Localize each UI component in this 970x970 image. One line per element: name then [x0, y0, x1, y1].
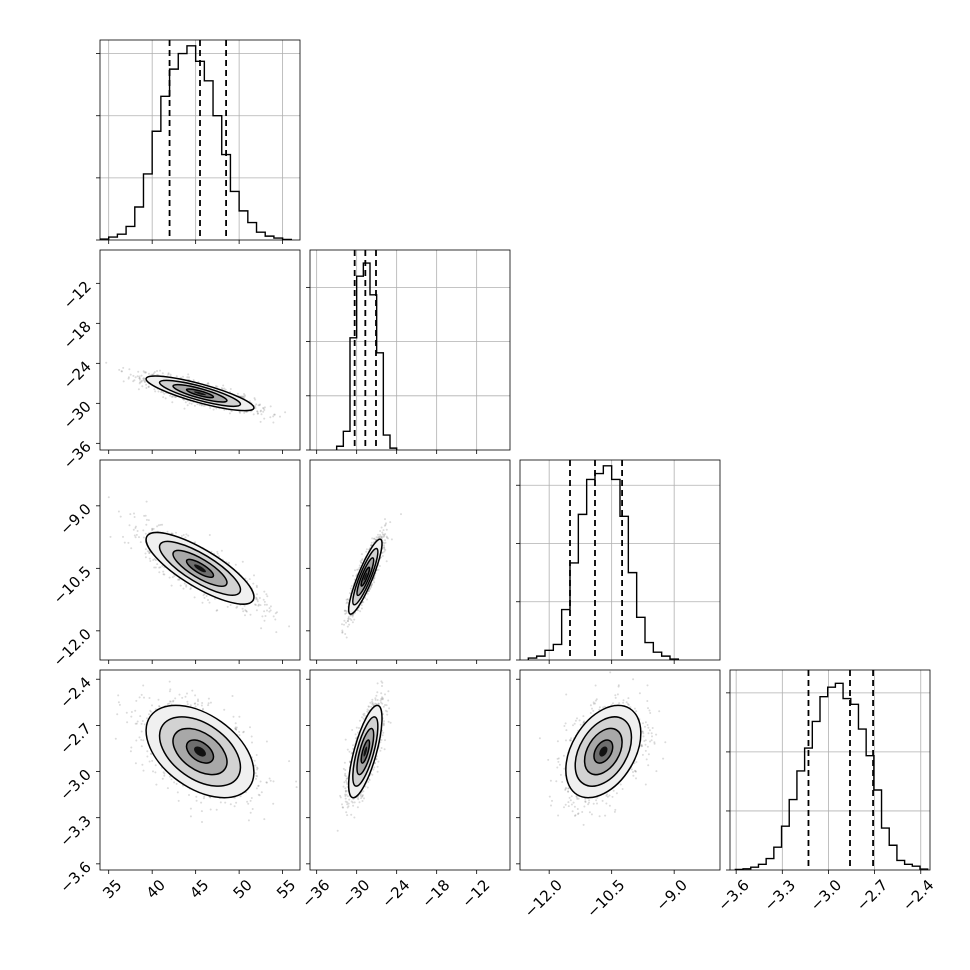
contour-line	[172, 727, 228, 776]
histogram-panel-4	[726, 669, 931, 874]
contour-line	[356, 727, 375, 776]
panel-frame	[99, 249, 301, 451]
x-tick-label: −10.5	[583, 876, 628, 921]
panel-frame	[309, 459, 511, 661]
scatter-panel-2-3	[306, 459, 511, 664]
y-tick-label: −12	[60, 277, 95, 312]
contour-line	[185, 388, 215, 399]
panel-frame	[519, 669, 721, 871]
histogram-bars	[100, 45, 293, 240]
x-tick-label: 40	[143, 876, 169, 902]
x-tick-label: 35	[99, 876, 125, 902]
y-tick-label: −36	[60, 437, 95, 472]
y-tick-label: −3.0	[56, 766, 94, 804]
scatter-panel-1-2	[96, 249, 301, 454]
contour-line	[145, 375, 255, 412]
x-tick-label: −2.7	[853, 876, 891, 914]
x-tick-label: −3.0	[807, 876, 845, 914]
contour-line	[145, 531, 255, 605]
scatter-panel-1-3	[96, 459, 301, 664]
contour-line	[145, 704, 255, 799]
scatter-panel-2-4	[306, 669, 511, 874]
x-tick-label: −9.0	[652, 876, 690, 914]
x-tick-label: −18	[418, 876, 453, 911]
panel-frame	[99, 669, 301, 871]
x-tick-label: −3.3	[761, 876, 799, 914]
y-tick-label: −10.5	[50, 562, 95, 607]
y-tick-label: −2.7	[56, 719, 94, 757]
contour-line	[593, 739, 614, 764]
contour-line	[356, 557, 375, 597]
x-tick-label: 45	[186, 876, 212, 902]
contour-line	[360, 739, 371, 764]
x-tick-label: 50	[230, 876, 256, 902]
histogram-panel-1	[96, 39, 301, 244]
scatter-panel-3-4	[516, 669, 721, 874]
contour-line	[158, 379, 242, 408]
contour-line	[172, 383, 228, 403]
x-tick-label: −12	[458, 876, 493, 911]
histogram-bars	[734, 682, 929, 870]
y-tick-label: −18	[60, 317, 95, 352]
x-tick-label: −2.4	[899, 876, 937, 914]
density-peak	[363, 572, 368, 581]
panel-frame	[99, 459, 301, 661]
histogram-bars	[335, 262, 398, 450]
y-tick-label: −3.3	[56, 812, 94, 850]
contour-line	[185, 558, 215, 579]
x-tick-label: −30	[338, 876, 373, 911]
y-tick-label: −3.6	[56, 858, 94, 896]
contour-line	[574, 716, 633, 787]
contour-line	[347, 538, 383, 615]
density-peak	[194, 746, 206, 757]
panel-frame	[309, 669, 511, 871]
density-peak	[194, 564, 206, 573]
panel-frame	[519, 459, 721, 661]
y-tick-label: −2.4	[56, 673, 94, 711]
contour-line	[352, 547, 379, 606]
density-peak	[599, 746, 608, 757]
histogram-panel-3	[516, 459, 721, 664]
y-tick-label: −30	[60, 397, 95, 432]
x-tick-label: −36	[298, 876, 333, 911]
x-tick-label: −3.6	[714, 876, 752, 914]
y-tick-label: −12.0	[50, 625, 95, 670]
contour-line	[158, 540, 242, 596]
x-tick-label: −24	[378, 876, 413, 911]
contour-line	[347, 704, 383, 799]
panel-frame	[309, 249, 511, 451]
contour-line	[565, 704, 642, 799]
y-tick-label: −9.0	[56, 500, 94, 538]
contour-line	[352, 716, 379, 787]
panel-frame	[729, 669, 931, 871]
contour-line	[185, 739, 215, 764]
x-tick-label: −12.0	[521, 876, 566, 921]
contour-line	[172, 549, 228, 587]
contour-line	[158, 716, 242, 787]
panel-frame	[99, 39, 301, 241]
density-peak	[363, 746, 368, 757]
x-tick-label: 55	[273, 876, 299, 902]
histogram-bars	[527, 465, 680, 660]
histogram-panel-2	[306, 249, 511, 454]
scatter-panel-1-4	[96, 669, 301, 874]
contour-line	[583, 727, 623, 776]
contour-line	[360, 566, 371, 587]
y-tick-label: −24	[60, 357, 95, 392]
density-peak	[194, 391, 206, 396]
